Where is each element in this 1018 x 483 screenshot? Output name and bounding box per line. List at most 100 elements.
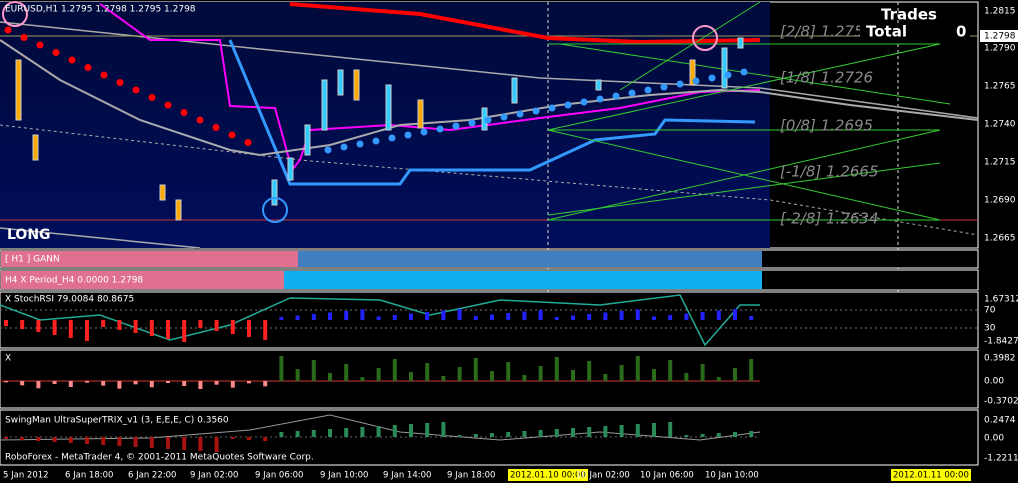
psar-dot bbox=[660, 83, 668, 91]
trix-bar bbox=[149, 437, 154, 448]
trix-bar bbox=[684, 435, 689, 437]
x-bar bbox=[4, 381, 8, 383]
trix-bar bbox=[603, 426, 608, 437]
price-tick: 1.2740 bbox=[984, 120, 1016, 130]
x-bar bbox=[684, 373, 689, 381]
trix-bar bbox=[133, 437, 138, 447]
trix-bar bbox=[247, 437, 251, 440]
trix-bar bbox=[490, 433, 494, 437]
psar-dot bbox=[644, 86, 652, 94]
trix-tick: 0.2474 bbox=[984, 416, 1016, 426]
gann-grid bbox=[547, 43, 941, 131]
psar-dot bbox=[516, 110, 524, 118]
stoch-bar bbox=[554, 317, 559, 320]
trix-bar bbox=[668, 422, 673, 437]
h4-bear bbox=[1, 271, 284, 289]
murrey-level: [1/8] 1.2726 bbox=[780, 69, 873, 87]
stoch-bar bbox=[214, 320, 219, 331]
x-bar bbox=[700, 364, 705, 381]
psar-dot bbox=[4, 26, 12, 34]
gray-ma bbox=[0, 39, 979, 157]
stoch-bar bbox=[684, 313, 689, 320]
psar-dot bbox=[36, 41, 44, 49]
psar-dot bbox=[452, 122, 460, 130]
psar-dot bbox=[500, 113, 508, 121]
stochrsi-tick: 30 bbox=[984, 324, 996, 334]
trix-bar bbox=[198, 437, 203, 451]
trix-bar bbox=[635, 424, 640, 437]
psar-dot bbox=[596, 95, 604, 103]
trend-line bbox=[0, 21, 979, 119]
stoch-bar bbox=[700, 312, 705, 320]
x-bar bbox=[198, 381, 203, 389]
time-tick: 10 Jan 06:00 bbox=[640, 471, 694, 481]
price-axis: 1.2815 1.2790 1.2765 1.2740 1.2715 1.269… bbox=[980, 7, 1018, 244]
psar-dot bbox=[84, 64, 92, 71]
trix-bar bbox=[117, 437, 122, 446]
x-bar bbox=[328, 373, 332, 381]
x-bar bbox=[668, 360, 673, 381]
time-highlight bbox=[508, 469, 588, 481]
stoch-bar bbox=[441, 310, 446, 320]
stochrsi-label: X StochRSI 79.0084 80.8675 bbox=[5, 295, 134, 305]
stoch-bar bbox=[538, 310, 543, 320]
symbol-label: EURUSD,H1 1.2795 1.2798 1.2795 1.2798 bbox=[5, 5, 196, 15]
price-tick: 1.2690 bbox=[984, 196, 1016, 206]
psar-dot bbox=[356, 140, 364, 148]
trix-bar bbox=[20, 437, 25, 440]
x-bar bbox=[716, 377, 721, 381]
x-bar bbox=[522, 375, 527, 381]
trix-bar bbox=[279, 432, 284, 437]
x-bar bbox=[311, 360, 316, 381]
time-axis: 5 Jan 2012 6 Jan 18:00 6 Jan 22:00 9 Jan 02… bbox=[3, 469, 971, 481]
x-bar bbox=[554, 357, 559, 381]
trend-line bbox=[0, 227, 201, 249]
stoch-bar bbox=[749, 316, 754, 320]
psar-dot bbox=[436, 125, 444, 133]
psar-dot bbox=[20, 34, 28, 41]
stoch-bar bbox=[101, 320, 106, 327]
psar-dot bbox=[244, 139, 252, 146]
x-bar bbox=[133, 381, 138, 385]
trix-bar bbox=[522, 431, 527, 437]
stochrsi-tick: -1.84272 bbox=[984, 337, 1018, 347]
murrey-level: [0/8] 1.2695 bbox=[780, 117, 873, 135]
trix-line bbox=[0, 414, 761, 441]
x-panel-tick: 0.3982 bbox=[984, 354, 1016, 364]
psar-dot bbox=[340, 143, 348, 151]
target-icon bbox=[2, 1, 28, 27]
psar-dot bbox=[324, 146, 332, 154]
trix-bar bbox=[554, 429, 559, 437]
stoch-bar bbox=[652, 316, 656, 320]
stoch-bar bbox=[409, 313, 413, 320]
stoch-line bbox=[0, 294, 760, 347]
price-tick: 1.2665 bbox=[984, 234, 1016, 244]
stoch-bar bbox=[376, 316, 381, 320]
x-bar bbox=[263, 381, 268, 387]
trix-tick: -1.2211 bbox=[984, 454, 1018, 464]
x-panel bbox=[0, 349, 979, 409]
trix-label: SwingMan UltraSuperTRIX_v1 (3, E,E,E, C)… bbox=[5, 416, 229, 426]
x-bar bbox=[441, 376, 446, 381]
gann-grid bbox=[559, 43, 951, 105]
psar-dot bbox=[116, 79, 124, 86]
x-bar bbox=[360, 377, 365, 381]
x-bar bbox=[652, 369, 656, 381]
target-icon bbox=[262, 197, 288, 223]
stoch-bar bbox=[36, 320, 41, 332]
trades-box bbox=[860, 24, 970, 42]
x-bar bbox=[149, 381, 154, 388]
x-bar bbox=[36, 381, 41, 389]
stoch-bar bbox=[20, 320, 25, 329]
time-tick: 9 Jan 14:00 bbox=[383, 471, 431, 481]
h4-label: H4 X Period_H4 0.0000 1.2798 bbox=[5, 276, 143, 286]
x-bar bbox=[279, 356, 284, 381]
trix-bar bbox=[85, 437, 89, 444]
psar-dot bbox=[196, 116, 204, 124]
trix-bar bbox=[68, 437, 73, 443]
psar-dot bbox=[52, 49, 60, 56]
stochrsi-tick: 1.67312 bbox=[984, 295, 1018, 305]
trix-bar bbox=[409, 424, 413, 437]
trix-panel bbox=[0, 409, 979, 466]
x-bar bbox=[619, 365, 624, 381]
